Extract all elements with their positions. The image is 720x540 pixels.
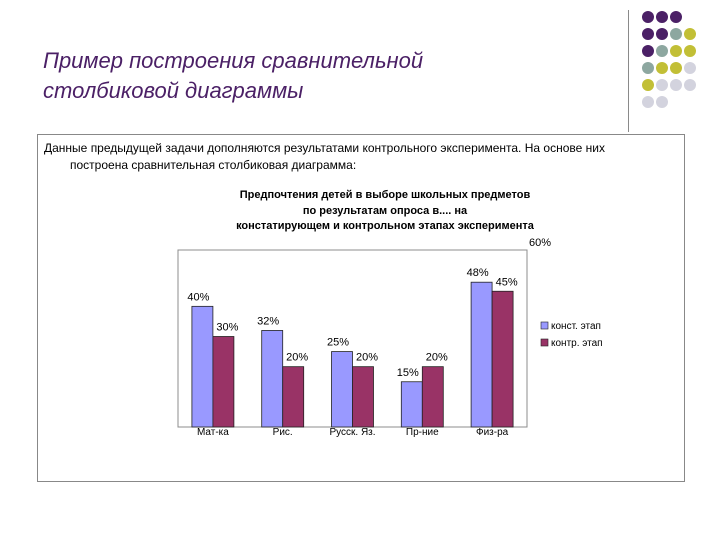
data-label: 20%	[356, 352, 378, 364]
decorative-dot	[670, 28, 682, 40]
data-label: 15%	[397, 367, 419, 379]
data-label: 20%	[426, 352, 448, 364]
decorative-dot	[656, 62, 668, 74]
decorative-dot	[656, 11, 668, 23]
decorative-dot	[642, 11, 654, 23]
intro-line1: Данные предыдущей задачи дополняются рез…	[44, 141, 605, 155]
decorative-dot	[670, 45, 682, 57]
decorative-dot	[642, 28, 654, 40]
decorative-dot	[670, 11, 682, 23]
slide-title: Пример построения сравнительной столбико…	[43, 46, 563, 106]
x-tick-label: Пр-ние	[406, 427, 439, 438]
bar-2	[212, 336, 235, 428]
data-label: 32%	[257, 315, 279, 327]
legend-swatch	[540, 321, 549, 330]
data-label: 30%	[216, 322, 238, 334]
decorative-dot	[684, 62, 696, 74]
decorative-dot	[656, 45, 668, 57]
slide-title-line1: Пример построения сравнительной	[43, 48, 424, 73]
data-label: 20%	[286, 352, 308, 364]
legend-label: контр. этап	[551, 338, 603, 349]
decorative-dot	[642, 79, 654, 91]
decorative-dot	[684, 79, 696, 91]
slide-title-line2: столбиковой диаграммы	[43, 78, 304, 103]
bar-1	[400, 381, 423, 428]
bar-2	[491, 290, 514, 428]
chart-title-line3: констатирующем и контрольном этапах эксп…	[236, 220, 534, 232]
x-tick-label: Мат-ка	[197, 427, 229, 438]
chart-title-line2: по результатам опроса в.... на	[302, 204, 468, 217]
bar-1	[470, 281, 493, 428]
decorative-dot	[670, 79, 682, 91]
bar-1	[261, 330, 284, 428]
decorative-dot	[642, 62, 654, 74]
bar-1	[191, 305, 214, 428]
intro-text: Данные предыдущей задачи дополняются рез…	[44, 140, 674, 174]
legend-label: конст. этап	[551, 321, 601, 332]
decorative-dot	[642, 45, 654, 57]
decorative-dot	[656, 79, 668, 91]
data-label: 45%	[496, 276, 518, 288]
legend-swatch	[540, 338, 549, 347]
bar-2	[352, 366, 374, 428]
intro-line2: построена сравнительная столбиковая диаг…	[70, 158, 357, 172]
decorative-dot	[684, 28, 696, 40]
decorative-divider	[628, 10, 629, 132]
bar-2	[421, 366, 444, 428]
extra-data-label: 60%	[529, 237, 551, 249]
bar-1	[331, 351, 353, 428]
decorative-dot	[684, 45, 696, 57]
x-tick-label: Рис.	[273, 427, 293, 438]
x-tick-label: Физ-ра	[476, 427, 509, 438]
decorative-dot	[642, 96, 654, 108]
bar-2	[282, 366, 305, 428]
decorative-dot	[656, 96, 668, 108]
data-label: 25%	[327, 337, 349, 349]
chart-title-line1: Предпочтения детей в выборе школьных пре…	[239, 189, 531, 201]
decorative-dot-grid	[642, 11, 696, 108]
data-label: 40%	[187, 291, 209, 303]
data-label: 48%	[467, 267, 489, 279]
chart-title: Предпочтения детей в выборе школьных пре…	[200, 188, 570, 235]
x-tick-label: Русск. Яз.	[329, 427, 375, 438]
decorative-dot	[656, 28, 668, 40]
decorative-dot	[670, 62, 682, 74]
